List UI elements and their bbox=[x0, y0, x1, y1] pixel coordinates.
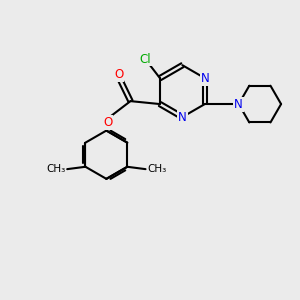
Text: CH₃: CH₃ bbox=[46, 164, 66, 174]
Text: N: N bbox=[200, 72, 209, 85]
Text: CH₃: CH₃ bbox=[147, 164, 166, 174]
Text: Cl: Cl bbox=[140, 52, 151, 65]
Text: N: N bbox=[234, 98, 243, 111]
Text: O: O bbox=[103, 116, 112, 129]
Text: N: N bbox=[234, 98, 243, 111]
Text: O: O bbox=[114, 68, 123, 81]
Text: N: N bbox=[178, 110, 187, 124]
